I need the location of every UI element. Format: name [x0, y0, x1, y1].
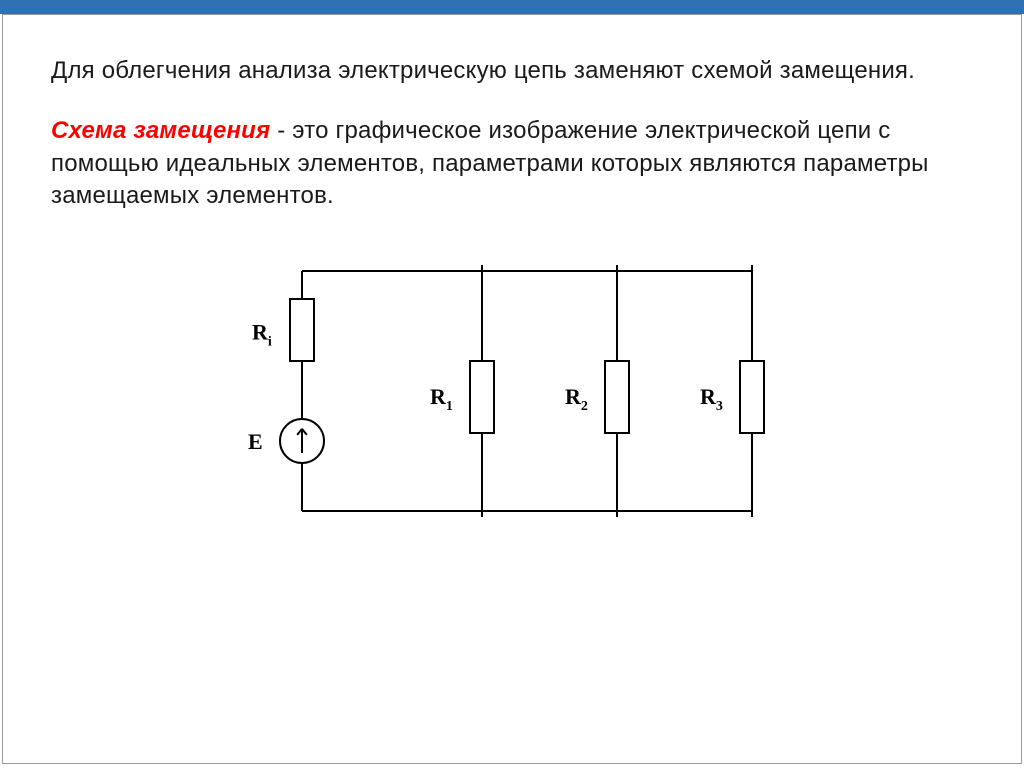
paragraph-intro: Для облегчения анализа электрическую цеп… — [51, 55, 973, 87]
paragraph-definition: Схема замещения - это графическое изобра… — [51, 115, 973, 212]
label-emf: E — [248, 429, 263, 454]
definition-term: Схема замещения — [51, 117, 270, 144]
label-r1: R1 — [430, 384, 453, 414]
label-r-internal: Ri — [252, 319, 272, 349]
circuit-diagram-container: Ri E R1 R2 R3 — [51, 241, 973, 541]
circuit-diagram: Ri E R1 R2 R3 — [232, 241, 792, 541]
slide-body: Для облегчения анализа электрическую цеп… — [2, 14, 1022, 764]
label-r2: R2 — [565, 384, 588, 414]
label-r3: R3 — [700, 384, 723, 414]
top-accent-bar — [0, 0, 1024, 14]
